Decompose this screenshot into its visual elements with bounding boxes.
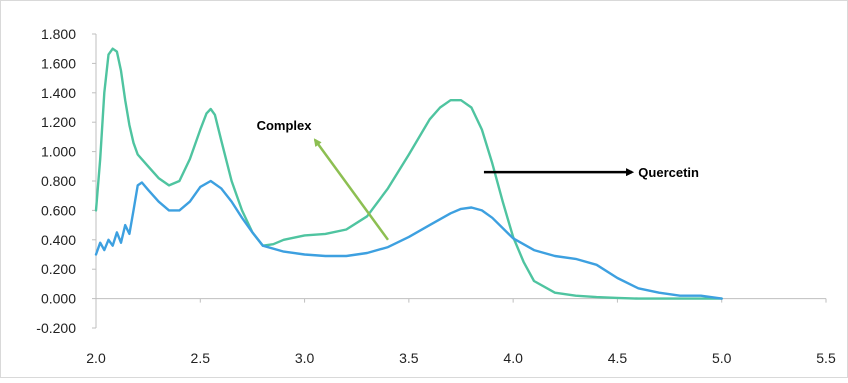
series-line-1 [94,47,723,300]
y-tick-label: 0.000 [41,291,76,307]
x-tick-label: 2.0 [86,350,106,366]
y-tick-label: 0.600 [41,202,76,218]
series-line-2 [94,179,723,300]
y-tick-label: 1.600 [41,55,76,71]
axes: -0.200 0.000 0.200 0.400 0.600 0.800 1.000 1.20… [36,26,836,366]
y-tick-label: 1.400 [41,85,76,101]
annotations: Complex Quercetin [257,118,699,241]
y-tick-label: 0.800 [41,173,76,189]
annotation-arrow [313,138,390,241]
x-tick-label: 4.5 [608,350,628,366]
annotation-label: Complex [257,118,313,133]
y-tick-label: 1.200 [41,114,76,130]
x-tick-label: 5.5 [816,350,836,366]
x-tick-label: 4.0 [503,350,523,366]
y-tick-label: -0.200 [36,320,76,336]
y-tick-label: 0.200 [41,261,76,277]
series-group [94,47,723,300]
x-tick-label: 5.0 [712,350,732,366]
y-tick-label: 1.800 [41,26,76,42]
x-tick-label: 2.5 [191,350,211,366]
x-tick-label: 3.0 [295,350,315,366]
x-tick-label: 3.5 [399,350,419,366]
y-tick-label: 1.000 [41,144,76,160]
annotation-label: Quercetin [638,165,699,180]
y-tick-label: 0.400 [41,232,76,248]
